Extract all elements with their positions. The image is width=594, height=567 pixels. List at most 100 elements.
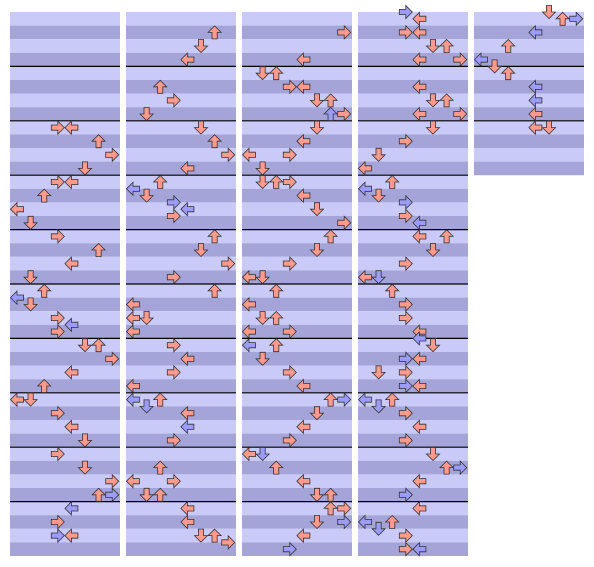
step-arrow bbox=[180, 160, 195, 176]
beat-stripe bbox=[10, 447, 120, 461]
beat-stripe bbox=[10, 80, 120, 94]
beat-stripe bbox=[242, 433, 352, 448]
beat-stripe bbox=[358, 447, 468, 461]
step-arrow bbox=[398, 487, 413, 503]
step-arrow bbox=[50, 228, 65, 244]
beat-stripe bbox=[242, 25, 352, 40]
step-arrow bbox=[500, 38, 516, 53]
step-arrow bbox=[139, 107, 155, 122]
beat-stripe bbox=[126, 188, 236, 203]
beat-stripe bbox=[126, 324, 236, 339]
beat-stripe bbox=[474, 39, 584, 53]
step-arrow bbox=[50, 528, 65, 544]
beat-stripe bbox=[358, 188, 468, 203]
beat-stripe bbox=[358, 148, 468, 162]
step-arrow bbox=[371, 399, 387, 414]
step-arrow bbox=[9, 392, 24, 408]
step-arrow bbox=[323, 501, 339, 516]
beat-stripe bbox=[126, 120, 236, 135]
step-arrow bbox=[528, 92, 543, 108]
beat-stripe bbox=[242, 284, 352, 298]
step-arrow bbox=[23, 270, 39, 285]
step-arrow bbox=[221, 256, 236, 272]
beat-stripe bbox=[242, 39, 352, 53]
step-arrow bbox=[425, 447, 441, 462]
beat-stripe bbox=[10, 39, 120, 53]
step-arrow bbox=[425, 39, 441, 54]
beat-stripe bbox=[10, 379, 120, 393]
beat-stripe bbox=[126, 433, 236, 448]
step-arrow bbox=[398, 364, 413, 380]
step-arrow bbox=[193, 39, 209, 54]
step-arrow bbox=[77, 460, 93, 475]
step-arrow bbox=[323, 392, 339, 407]
step-arrow bbox=[357, 392, 372, 408]
beat-stripe bbox=[242, 202, 352, 216]
beat-stripe bbox=[10, 25, 120, 40]
beat-stripe bbox=[358, 256, 468, 271]
step-arrow bbox=[50, 405, 65, 421]
step-arrow bbox=[384, 514, 400, 529]
beat-stripe bbox=[126, 284, 236, 298]
step-arrow bbox=[425, 338, 441, 353]
step-arrow bbox=[282, 364, 297, 380]
step-arrow bbox=[425, 120, 441, 135]
beat-stripe bbox=[474, 12, 584, 26]
beat-stripe bbox=[242, 270, 352, 284]
step-arrow bbox=[555, 11, 571, 26]
beat-stripe bbox=[126, 256, 236, 271]
beat-stripe bbox=[126, 25, 236, 40]
beat-stripe bbox=[10, 297, 120, 312]
beat-stripe bbox=[10, 161, 120, 176]
step-arrow bbox=[296, 188, 311, 204]
step-arrow bbox=[77, 161, 93, 176]
step-arrow bbox=[125, 473, 140, 489]
step-arrow bbox=[166, 269, 181, 285]
step-arrow bbox=[105, 147, 120, 163]
step-arrow bbox=[309, 120, 325, 135]
step-arrow bbox=[64, 528, 79, 544]
step-arrow bbox=[453, 52, 468, 68]
step-arrow bbox=[569, 11, 584, 27]
step-arrow bbox=[36, 378, 52, 393]
beat-stripe bbox=[126, 311, 236, 325]
step-arrow bbox=[282, 174, 297, 190]
step-arrow bbox=[91, 134, 107, 149]
beat-stripe bbox=[126, 134, 236, 148]
step-arrow bbox=[180, 351, 195, 367]
beat-stripe bbox=[242, 93, 352, 108]
beat-stripe bbox=[358, 270, 468, 284]
step-arrow bbox=[357, 160, 372, 176]
step-arrow bbox=[337, 500, 352, 516]
step-arrow bbox=[152, 460, 168, 475]
beat-stripe bbox=[242, 256, 352, 271]
step-arrow bbox=[180, 405, 195, 421]
beat-stripe bbox=[126, 216, 236, 230]
step-arrow bbox=[241, 296, 256, 312]
beat-stripe bbox=[10, 515, 120, 529]
step-arrow bbox=[357, 269, 372, 285]
beat-stripe bbox=[242, 392, 352, 407]
beat-stripe bbox=[10, 66, 120, 80]
beat-stripe bbox=[126, 229, 236, 244]
step-arrow bbox=[296, 419, 311, 435]
step-arrow bbox=[268, 283, 284, 298]
beat-stripe bbox=[126, 379, 236, 393]
beat-stripe bbox=[10, 93, 120, 108]
step-arrow bbox=[50, 120, 65, 136]
beat-stripe bbox=[10, 243, 120, 257]
step-arrow bbox=[309, 202, 325, 217]
beat-stripe bbox=[474, 66, 584, 80]
panel bbox=[357, 4, 468, 557]
beat-stripe bbox=[242, 352, 352, 366]
step-arrow bbox=[541, 5, 557, 20]
step-arrow bbox=[412, 79, 427, 95]
step-arrow bbox=[125, 310, 140, 326]
step-arrow bbox=[296, 473, 311, 489]
step-arrow bbox=[384, 283, 400, 298]
beat-stripe bbox=[242, 338, 352, 352]
beat-stripe bbox=[242, 542, 352, 556]
step-arrow bbox=[371, 270, 387, 285]
step-arrow bbox=[50, 324, 65, 340]
beat-stripe bbox=[126, 93, 236, 108]
